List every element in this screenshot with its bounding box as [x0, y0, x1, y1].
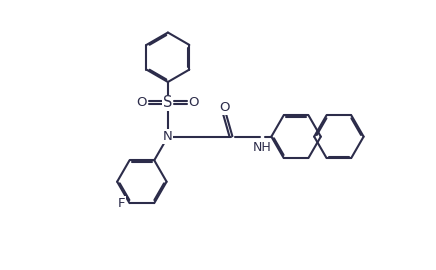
Text: N: N: [163, 130, 173, 143]
Text: F: F: [118, 197, 126, 210]
Text: S: S: [163, 95, 173, 110]
Text: NH: NH: [253, 141, 272, 154]
Text: O: O: [189, 96, 199, 109]
Text: O: O: [136, 96, 147, 109]
Text: O: O: [219, 101, 230, 114]
